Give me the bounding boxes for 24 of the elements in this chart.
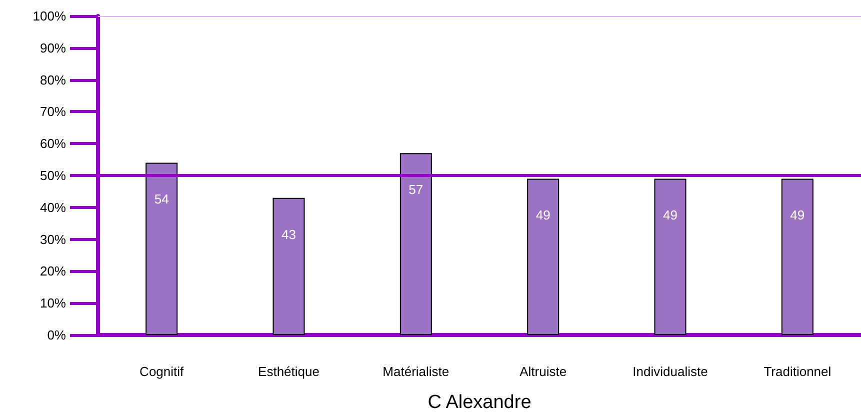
x-tick-label: Cognitif <box>140 364 184 379</box>
x-tick-label: Traditionnel <box>764 364 832 379</box>
x-tick-label: Matérialiste <box>382 364 450 379</box>
y-tick-label: 100% <box>32 8 66 24</box>
x-axis-title: C Alexandre <box>428 392 532 413</box>
y-tick-label: 70% <box>40 104 66 120</box>
x-tick-label: Altruiste <box>520 364 567 379</box>
y-tick-label: 30% <box>40 232 66 247</box>
y-tick-label: 60% <box>40 136 66 152</box>
y-tick-label: 90% <box>40 40 66 56</box>
data-label: 54 <box>154 192 169 207</box>
x-tick-label: Individualiste <box>632 364 708 379</box>
x-tick-label: Esthétique <box>258 364 320 379</box>
data-label: 57 <box>408 182 424 198</box>
data-label: 43 <box>282 226 296 242</box>
y-tick-label: 10% <box>40 296 66 311</box>
y-tick-label: 50% <box>40 168 66 183</box>
data-label: 49 <box>663 208 678 223</box>
y-tick-label: 80% <box>40 72 66 88</box>
data-label: 49 <box>536 208 550 223</box>
y-tick-label: 40% <box>40 200 66 215</box>
y-tick-label: 20% <box>40 264 66 279</box>
data-label: 49 <box>790 208 805 223</box>
y-tick-label: 0% <box>47 328 66 342</box>
